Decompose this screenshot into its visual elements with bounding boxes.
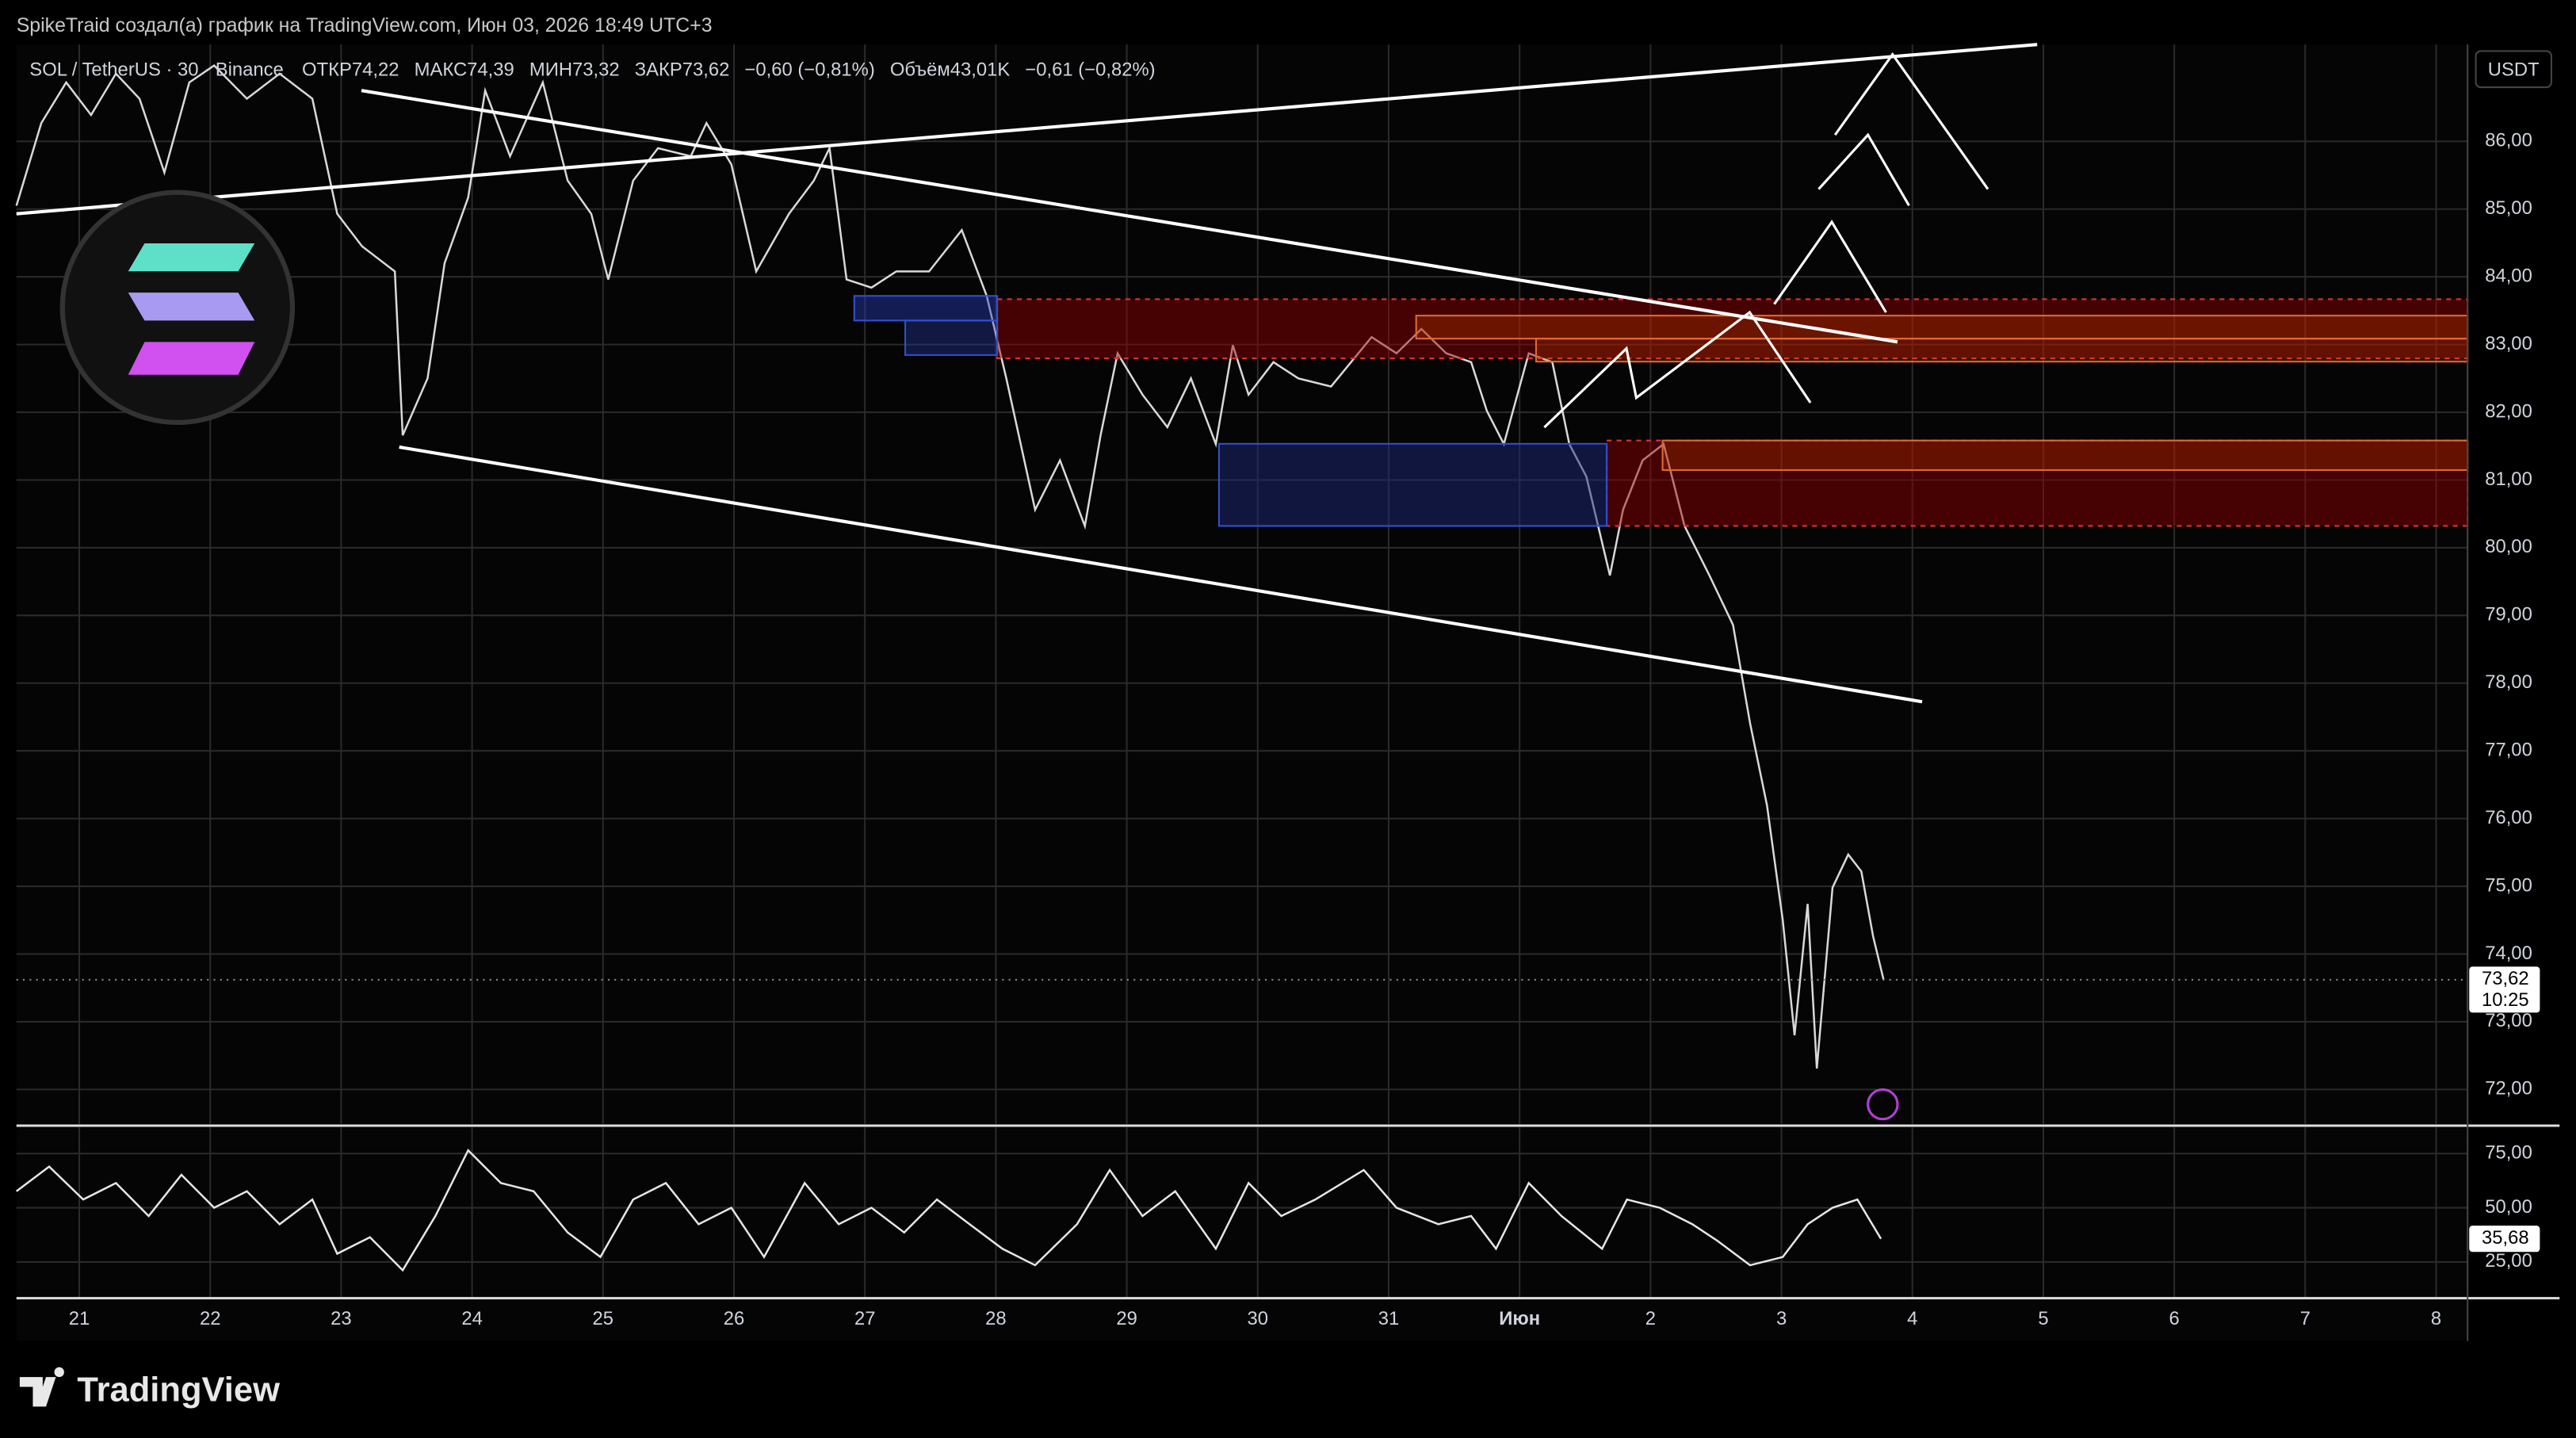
brand-name: TradingView [77, 1371, 280, 1409]
y-tick-label: 81,00 [2485, 468, 2532, 490]
legend-volume: Объём43,01K [890, 59, 1011, 81]
y-tick-label: 80,00 [2485, 536, 2532, 557]
brand: TradingView [19, 1367, 280, 1409]
legend-low: МИН73,32 [529, 59, 620, 81]
attribution: SpikeTraid создал(а) график на TradingVi… [17, 14, 713, 36]
x-tick-label: Июн [1499, 1308, 1540, 1329]
y-tick-label: 73,00 [2485, 1010, 2532, 1031]
demand-zone [1217, 442, 1608, 527]
y-tick-label: 75,00 [2485, 874, 2532, 896]
x-tick-label: 27 [854, 1308, 876, 1329]
x-tick-label: 31 [1378, 1308, 1400, 1329]
x-tick-label: 7 [2300, 1308, 2310, 1329]
x-tick-label: 6 [2169, 1308, 2180, 1329]
projection-path [1773, 220, 1887, 313]
resistance-zone [1415, 315, 2469, 340]
y-tick-label: 86,00 [2485, 130, 2532, 151]
y-tick-label: 84,00 [2485, 265, 2532, 286]
last-value-label: 73,62 [2482, 968, 2529, 989]
x-tick-label: 28 [985, 1308, 1007, 1329]
last-value-label: 35,68 [2482, 1227, 2529, 1249]
y-tick-label: 74,00 [2485, 943, 2532, 964]
x-tick-label: 23 [331, 1308, 352, 1329]
x-tick-label: 4 [1907, 1308, 1917, 1329]
y-tick-label: 82,00 [2485, 400, 2532, 422]
y-tick-label: 85,00 [2485, 197, 2532, 219]
x-tick-label: 2 [1645, 1308, 1656, 1329]
y-tick-label: 50,00 [2485, 1196, 2532, 1218]
y-tick-label: 75,00 [2485, 1142, 2532, 1163]
y-tick-label: 72,00 [2485, 1078, 2532, 1100]
y-tick-label: 77,00 [2485, 739, 2532, 760]
trend-line [399, 445, 1923, 704]
legend-change: −0,60 (−0,81%) [745, 59, 875, 81]
resistance-zone [1661, 439, 2469, 472]
plot-area [16, 44, 2468, 1341]
resistance-zone [1606, 439, 2469, 527]
legend-open: ОТКР74,22 [302, 59, 399, 81]
x-tick-label: 29 [1116, 1308, 1137, 1329]
x-tick-label: 24 [461, 1308, 483, 1329]
legend-symbol: SOL / TetherUS · 30 · Binance [29, 59, 284, 81]
price-line [15, 1148, 1882, 1272]
trend-line [16, 43, 2038, 216]
y-tick-label: 78,00 [2485, 671, 2532, 693]
legend-volume-change: −0,61 (−0,82%) [1025, 59, 1155, 81]
y-tick-label: 79,00 [2485, 604, 2532, 625]
projection-path [1833, 52, 1989, 190]
last-value-box [2469, 966, 2540, 1013]
legend: SOL / TetherUS · 30 · Binance ОТКР74,22 … [29, 59, 1155, 81]
projection-path [1817, 132, 1910, 207]
x-tick-label: 30 [1248, 1308, 1269, 1329]
resistance-zone [1535, 338, 2469, 363]
drawings [16, 43, 2469, 1121]
last-value-box [2469, 1226, 2540, 1253]
currency-button[interactable] [2475, 50, 2552, 89]
x-tick-label: 8 [2431, 1308, 2441, 1329]
x-tick-label: 22 [200, 1308, 221, 1329]
x-tick-label: 26 [724, 1308, 745, 1329]
x-tick-label: 5 [2038, 1308, 2048, 1329]
legend-high: МАКС74,39 [415, 59, 514, 81]
countdown-label: 10:25 [2482, 989, 2529, 1011]
x-tick-label: 21 [69, 1308, 90, 1329]
alert-icon[interactable] [1867, 1088, 1899, 1121]
y-tick-label: 76,00 [2485, 807, 2532, 828]
currency[interactable]: USDT [2488, 59, 2540, 81]
demand-zone [904, 319, 999, 356]
legend-close: ЗАКР73,62 [635, 59, 730, 81]
trend-line [361, 89, 1898, 344]
x-tick-label: 3 [1776, 1308, 1787, 1329]
logo [59, 189, 296, 425]
demand-zone [853, 295, 999, 322]
projection-path [1543, 310, 1812, 429]
y-tick-label: 25,00 [2485, 1250, 2532, 1272]
y-tick-label: 83,00 [2485, 333, 2532, 354]
price-line [15, 64, 1885, 1069]
x-tick-label: 25 [593, 1308, 614, 1329]
